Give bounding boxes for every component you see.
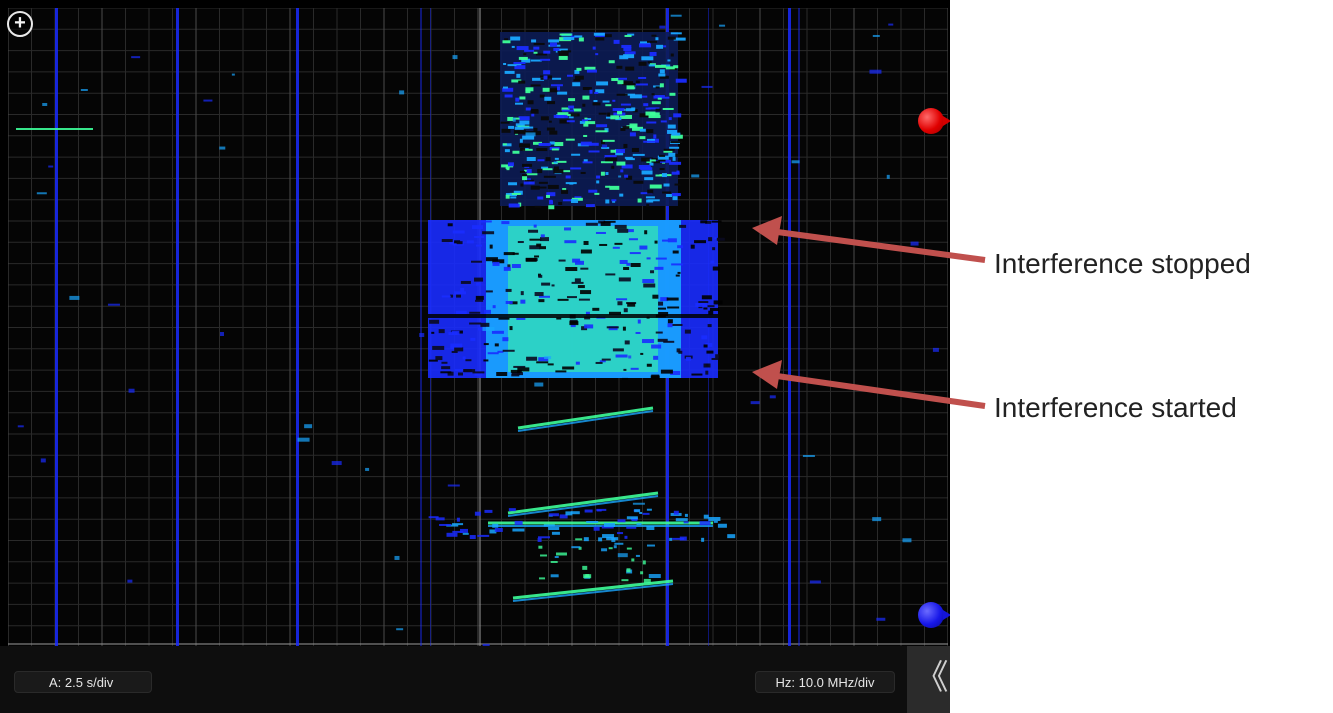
annotation-interference-started: Interference started [994, 392, 1237, 423]
waterfall-canvas [8, 8, 948, 646]
double-chevron-left-icon: 《 [914, 659, 949, 697]
timebase-readout[interactable]: A: 2.5 s/div [14, 671, 152, 693]
annotation-interference-stopped: Interference stopped [994, 248, 1251, 279]
bottom-marker-handle[interactable] [918, 602, 950, 628]
frequency-scale-readout[interactable]: Hz: 10.0 MHz/div [755, 671, 895, 693]
add-icon[interactable]: + [7, 11, 33, 37]
spectrum-waterfall-display: + A: 2.5 s/div Hz: 10.0 MHz/div 《 [0, 0, 950, 713]
top-marker-handle[interactable] [918, 108, 950, 134]
status-bar: A: 2.5 s/div Hz: 10.0 MHz/div 《 [0, 646, 950, 713]
waterfall-plot[interactable] [8, 8, 948, 646]
collapse-panel-button[interactable]: 《 [907, 646, 950, 713]
